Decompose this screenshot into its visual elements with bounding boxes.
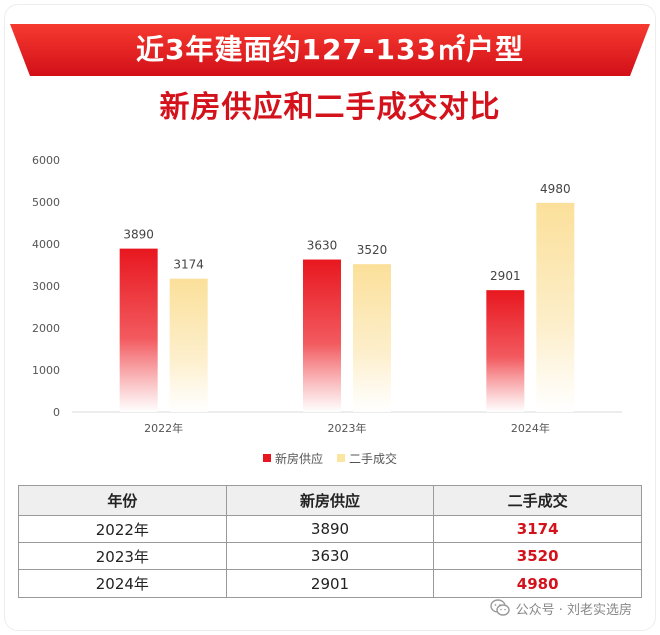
bar-chart: 0 1000 2000 3000 4000 5000 6000 2022年 2023年 2024年… bbox=[32, 154, 622, 435]
chart-legend: 新房供应 二手成交 bbox=[0, 450, 660, 466]
bar-value-label: 4980 bbox=[540, 182, 571, 196]
banner-title: 近3年建面约127-133㎡户型 bbox=[136, 33, 524, 66]
x-tick-label: 2022年 bbox=[144, 421, 183, 435]
y-tick-label: 0 bbox=[53, 406, 60, 419]
legend-swatch-yellow bbox=[337, 454, 345, 462]
y-tick-label: 2000 bbox=[32, 322, 60, 335]
table-header-cell: 年份 bbox=[19, 486, 227, 516]
table-cell: 3520 bbox=[434, 543, 642, 570]
bar-resale-2 bbox=[536, 202, 575, 412]
table-cell: 3890 bbox=[226, 516, 435, 543]
bar-value-label: 3520 bbox=[357, 243, 388, 257]
table-header-cell: 新房供应 bbox=[226, 486, 435, 516]
table-cell: 2024年 bbox=[19, 570, 227, 597]
legend-label: 新房供应 bbox=[274, 451, 323, 466]
table-cell: 2901 bbox=[227, 570, 435, 597]
table-cell: 2022年 bbox=[19, 516, 227, 543]
footer-text: 公众号 · 刘老实选房 bbox=[515, 602, 632, 618]
y-tick-label: 3000 bbox=[32, 280, 60, 293]
table-cell: 4980 bbox=[516, 574, 559, 593]
bar-resale-0 bbox=[169, 278, 208, 412]
bar-value-label: 3174 bbox=[173, 258, 204, 272]
table-row: 2024年 2901 4980 bbox=[19, 570, 641, 597]
legend-item-new-supply: 新房供应 bbox=[262, 450, 323, 467]
table-cell: 3630 bbox=[226, 543, 435, 570]
footer-watermark: 公众号 · 刘老实选房 bbox=[489, 598, 632, 618]
bar-resale-1 bbox=[353, 264, 391, 412]
chart-title: 新房供应和二手成交对比 bbox=[159, 90, 501, 125]
data-table: 年份 新房供应 二手成交 2022年 3890 3174 2023年 3630 … bbox=[18, 485, 642, 598]
table-row: 2022年 3890 3174 bbox=[19, 516, 642, 543]
wechat-icon bbox=[489, 599, 510, 616]
bar-new-supply-2 bbox=[486, 290, 525, 412]
table-header-row: 年份 新房供应 二手成交 bbox=[19, 486, 642, 516]
bar-value-label: 2901 bbox=[490, 269, 521, 283]
legend-label: 二手成交 bbox=[349, 451, 398, 466]
bar-new-supply-0 bbox=[119, 248, 158, 412]
table-row: 2023年 3630 3520 bbox=[19, 543, 642, 570]
banner: 近3年建面约127-133㎡户型 bbox=[0, 24, 660, 76]
y-tick-label: 5000 bbox=[32, 196, 60, 209]
legend-swatch-red bbox=[262, 454, 271, 462]
y-tick-label: 6000 bbox=[32, 154, 60, 167]
bar-value-label: 3630 bbox=[307, 239, 338, 253]
bar-value-label: 3890 bbox=[123, 228, 154, 242]
table-cell: 2023年 bbox=[19, 543, 227, 570]
bar-new-supply-1 bbox=[303, 259, 341, 412]
x-tick-label: 2024年 bbox=[511, 421, 550, 435]
x-tick-label: 2023年 bbox=[328, 421, 367, 435]
table-cell: 3174 bbox=[434, 516, 642, 543]
legend-item-resale: 二手成交 bbox=[337, 450, 397, 467]
table-header-cell: 二手成交 bbox=[434, 486, 642, 516]
y-tick-label: 1000 bbox=[32, 364, 60, 377]
y-tick-label: 4000 bbox=[32, 238, 60, 251]
banner-shape bbox=[10, 24, 650, 76]
